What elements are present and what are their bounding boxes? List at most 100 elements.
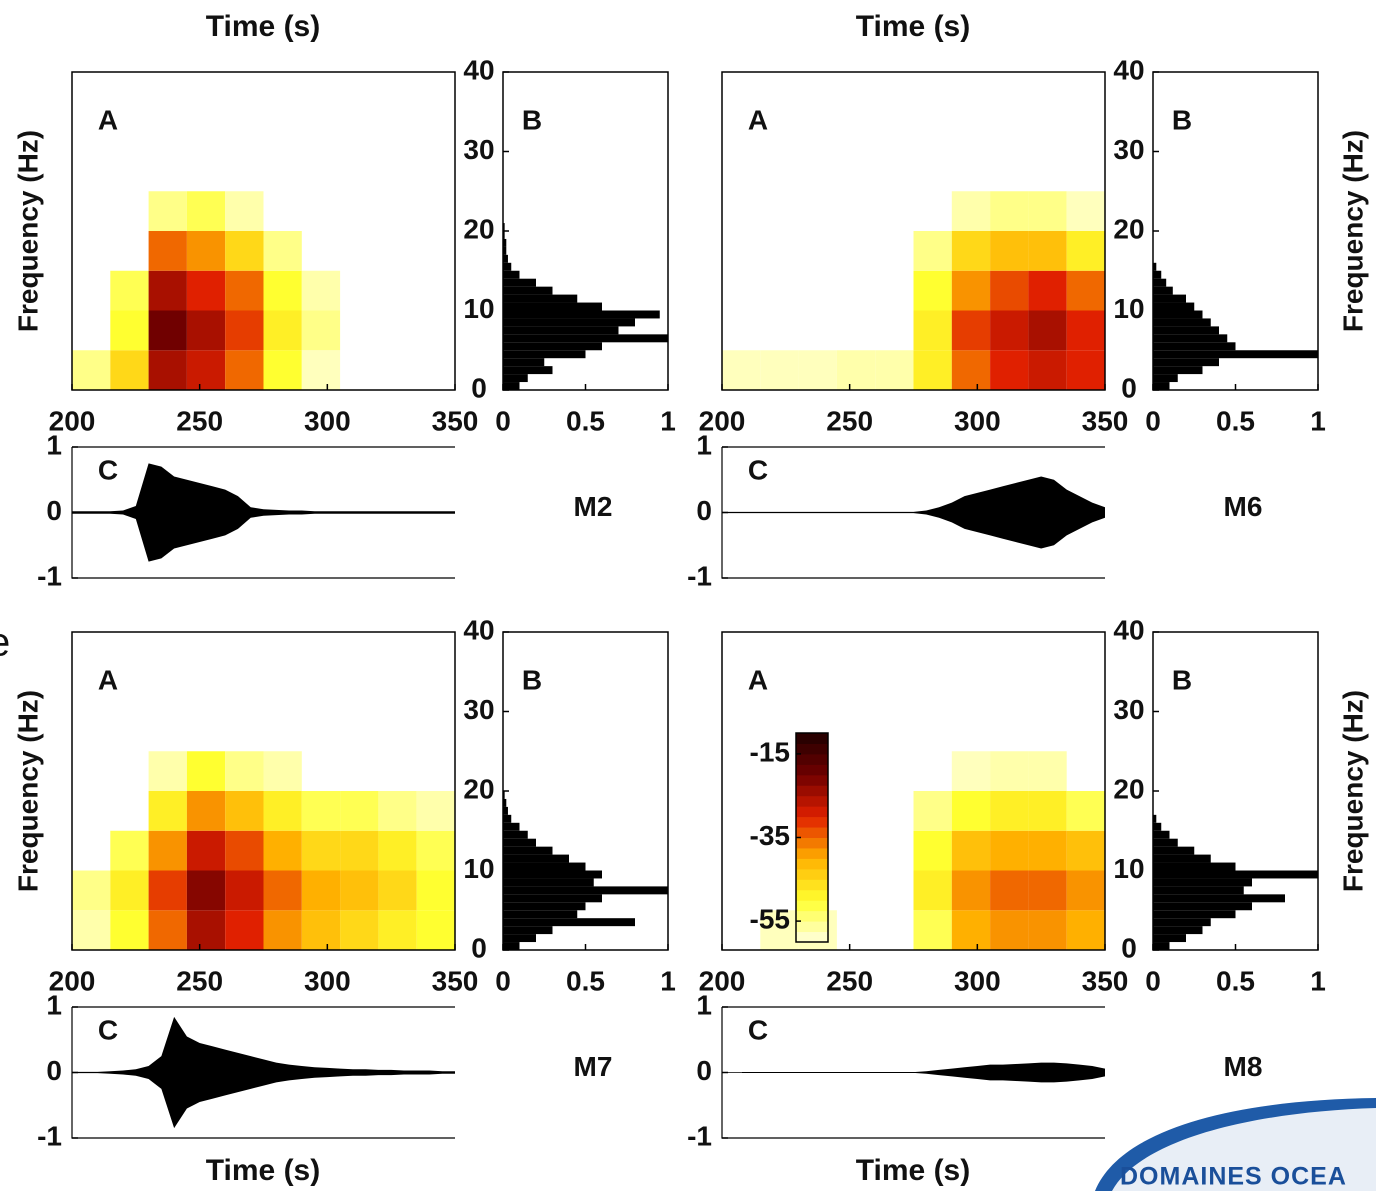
spectrogram-cell bbox=[1066, 310, 1105, 351]
station-label: M2 bbox=[574, 491, 613, 522]
hist-x-tick-label: 0.5 bbox=[1216, 965, 1255, 996]
spectrogram-cell bbox=[990, 751, 1029, 791]
histogram-bar bbox=[1153, 830, 1170, 839]
frequency-label: Frequency (Hz) bbox=[1337, 690, 1368, 892]
x-tick-label: 250 bbox=[176, 405, 223, 436]
panel-letter-b: B bbox=[522, 664, 542, 695]
spectrogram-cell bbox=[913, 231, 952, 271]
spectrogram-cell bbox=[148, 231, 187, 271]
histogram-bar bbox=[503, 342, 602, 351]
spectrogram-cell bbox=[148, 910, 187, 950]
station-label: M7 bbox=[574, 1051, 613, 1082]
spectrogram-cell bbox=[1066, 350, 1105, 390]
y-tick-label: 40 bbox=[1113, 54, 1144, 85]
spectrogram-cell bbox=[148, 191, 187, 231]
frequency-label: Frequency (Hz) bbox=[12, 130, 43, 332]
y-tick-label: 40 bbox=[463, 614, 494, 645]
histogram-bar bbox=[1153, 934, 1186, 943]
hist-x-tick-label: 1 bbox=[1310, 405, 1326, 436]
histogram-bar bbox=[503, 814, 512, 823]
time-label: Time (s) bbox=[856, 10, 970, 43]
colorbar-step bbox=[796, 785, 828, 797]
time-label: Time (s) bbox=[206, 10, 320, 43]
histogram-bar bbox=[1153, 846, 1195, 855]
panel-letter-b: B bbox=[1172, 664, 1192, 695]
spectrogram-cell bbox=[72, 910, 111, 950]
spectrogram-cell bbox=[990, 870, 1029, 911]
histogram-bar bbox=[503, 278, 536, 287]
hist-x-tick-label: 0.5 bbox=[566, 405, 605, 436]
spectrogram-cell bbox=[148, 870, 187, 911]
spectrogram-cell bbox=[225, 350, 264, 390]
histogram-bar bbox=[503, 870, 602, 879]
spectrogram-cell bbox=[225, 191, 264, 231]
x-tick-label: 250 bbox=[176, 965, 223, 996]
spectrogram-cell bbox=[1028, 191, 1067, 231]
spectrogram-cell bbox=[951, 751, 991, 791]
colorbar-step bbox=[796, 774, 828, 786]
spectrogram-cell bbox=[301, 791, 341, 831]
spectrogram-cell bbox=[148, 791, 187, 831]
colorbar-step bbox=[796, 753, 828, 765]
x-tick-label: 350 bbox=[1082, 405, 1129, 436]
waveform-envelope bbox=[722, 476, 1105, 513]
y-tick-label: 30 bbox=[1113, 694, 1144, 725]
histogram-bar bbox=[1153, 286, 1173, 295]
histogram-bar bbox=[1153, 838, 1178, 847]
wave-y-tick-label: 0 bbox=[696, 495, 712, 526]
spectrogram-cell bbox=[1028, 350, 1067, 390]
histogram-bar bbox=[1153, 366, 1203, 375]
histogram-bar bbox=[503, 878, 594, 887]
histogram-bar bbox=[503, 942, 520, 950]
x-tick-label: 300 bbox=[954, 405, 1001, 436]
spectrogram-cell bbox=[225, 310, 264, 351]
spectrogram-cell bbox=[186, 350, 226, 390]
histogram-bar bbox=[503, 798, 507, 807]
spectrogram-cell bbox=[148, 310, 187, 351]
spectrogram-cell bbox=[186, 830, 226, 871]
y-tick-label: 40 bbox=[1113, 614, 1144, 645]
histogram-bar bbox=[503, 318, 635, 327]
histogram-bar bbox=[503, 302, 602, 311]
spectrogram-cell bbox=[913, 791, 952, 831]
spectrogram-cell bbox=[990, 270, 1029, 311]
wave-y-tick-label: 1 bbox=[696, 429, 712, 460]
y-tick-label: 40 bbox=[463, 54, 494, 85]
spectrogram-cell bbox=[1028, 751, 1067, 791]
panel-letter-c: C bbox=[748, 454, 768, 485]
histogram-bar bbox=[1153, 262, 1157, 271]
spectrogram-cell bbox=[72, 350, 111, 390]
histogram-bar bbox=[1153, 910, 1236, 919]
y-tick-label: 20 bbox=[463, 773, 494, 804]
wave-y-tick-label: -1 bbox=[687, 560, 712, 591]
colorbar-step bbox=[796, 827, 828, 838]
hist-x-tick-label: 0 bbox=[495, 965, 511, 996]
spectrogram-cell bbox=[951, 310, 991, 351]
hist-x-tick-label: 0 bbox=[495, 405, 511, 436]
hist-x-tick-label: 0 bbox=[1145, 965, 1161, 996]
spectrogram-frame bbox=[721, 71, 1106, 391]
spectrogram-cell bbox=[186, 751, 226, 791]
spectrogram-cell bbox=[1066, 870, 1105, 911]
histogram-bar bbox=[503, 830, 528, 839]
spectrogram-cell bbox=[760, 350, 799, 390]
spectrogram-cell bbox=[301, 270, 341, 311]
y-tick-label: 10 bbox=[1113, 293, 1144, 324]
spectrogram-cell bbox=[951, 231, 991, 271]
colorbar-step bbox=[796, 879, 828, 891]
spectrogram-cell bbox=[110, 870, 149, 911]
colorbar-step bbox=[796, 868, 828, 880]
station-label: M6 bbox=[1224, 491, 1263, 522]
spectrogram-cell bbox=[875, 350, 914, 390]
spectrogram-cell bbox=[990, 191, 1029, 231]
spectrogram-frame bbox=[71, 71, 456, 391]
colorbar-step bbox=[796, 910, 828, 922]
histogram-bar bbox=[1153, 374, 1178, 383]
spectrogram-cell bbox=[416, 910, 455, 950]
colorbar-tick-label: -15 bbox=[750, 736, 790, 767]
histogram-bar bbox=[1153, 862, 1236, 871]
histogram-bar bbox=[503, 894, 602, 903]
x-tick-label: 300 bbox=[304, 965, 351, 996]
spectrogram-frame bbox=[721, 631, 1106, 951]
